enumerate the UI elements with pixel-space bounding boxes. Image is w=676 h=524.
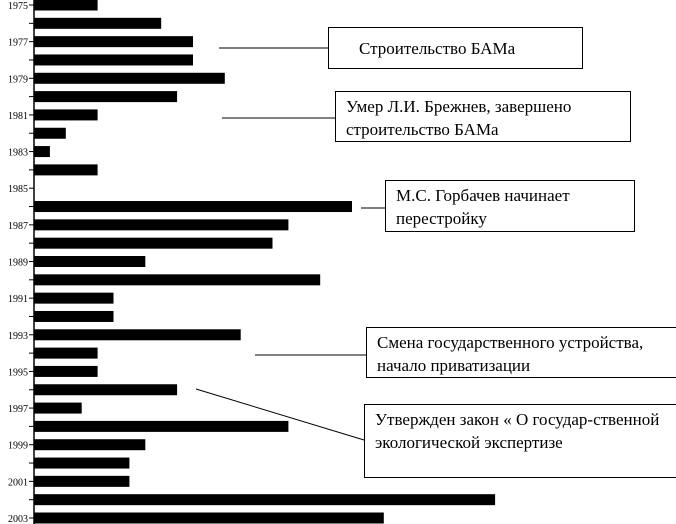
bar-1999 (34, 439, 146, 451)
annotation-text: Строительство БАМа (359, 39, 516, 58)
y-tick-label: 1985 (8, 184, 28, 195)
bar-1991 (34, 292, 114, 304)
annotation-text: Умер Л.И. Брежнев, завершено строительст… (346, 97, 572, 139)
annotation-bam: Строительство БАМа (328, 27, 583, 69)
y-tick-label: 1991 (8, 294, 28, 305)
bar-2002 (34, 494, 496, 506)
bar-2001 (34, 475, 130, 487)
annotation-text: Смена государственного устройства, начал… (377, 333, 644, 375)
bar-1986 (34, 201, 352, 213)
bar-1997 (34, 402, 82, 414)
y-tick-label: 1999 (8, 441, 28, 452)
y-tick-label: 1989 (8, 258, 28, 269)
bar-1990 (34, 274, 321, 286)
annotation-text: М.С. Горбачев начинает перестройку (396, 186, 570, 228)
bar-1976 (34, 17, 162, 29)
y-tick-label: 1979 (8, 74, 28, 85)
annotation-leader-line (195, 388, 365, 441)
bar-1995 (34, 365, 98, 377)
bar-1992 (34, 310, 114, 322)
bar-1996 (34, 384, 178, 396)
bar-1998 (34, 420, 289, 432)
annotation-ecology-law: Утвержден закон « О государ-ственной эко… (364, 404, 676, 478)
bar-1994 (34, 347, 98, 359)
bar-1988 (34, 237, 273, 249)
bar-1987 (34, 219, 289, 231)
y-tick-label: 1997 (8, 404, 28, 415)
bar-2003 (34, 512, 384, 524)
bar-1984 (34, 164, 98, 176)
bar-1975 (34, 0, 98, 11)
annotation-brezhnev: Умер Л.И. Брежнев, завершено строительст… (335, 91, 631, 142)
y-tick-label: 1993 (8, 331, 28, 342)
bar-2000 (34, 457, 130, 469)
y-tick-label: 1995 (8, 367, 28, 378)
bar-1989 (34, 256, 146, 267)
annotation-gorbachev: М.С. Горбачев начинает перестройку (385, 180, 635, 232)
y-tick-label: 1987 (8, 221, 28, 232)
bar-1978 (34, 54, 193, 66)
annotation-text: Утвержден закон « О государ-ственной эко… (375, 410, 660, 452)
bar-1977 (34, 36, 193, 48)
annotation-privatization: Смена государственного устройства, начал… (366, 327, 676, 378)
y-tick-label: 1975 (8, 1, 28, 12)
bar-1993 (34, 329, 241, 341)
y-tick-label: 1983 (8, 148, 28, 159)
bar-1983 (34, 146, 50, 158)
bar-1980 (34, 91, 178, 103)
y-tick-label: 1981 (8, 111, 28, 122)
y-tick-label: 1977 (8, 38, 28, 49)
y-tick-label: 2003 (8, 514, 28, 524)
bar-1981 (34, 109, 98, 121)
bar-1979 (34, 72, 225, 84)
bar-1982 (34, 127, 66, 139)
y-tick-label: 2001 (8, 477, 28, 488)
